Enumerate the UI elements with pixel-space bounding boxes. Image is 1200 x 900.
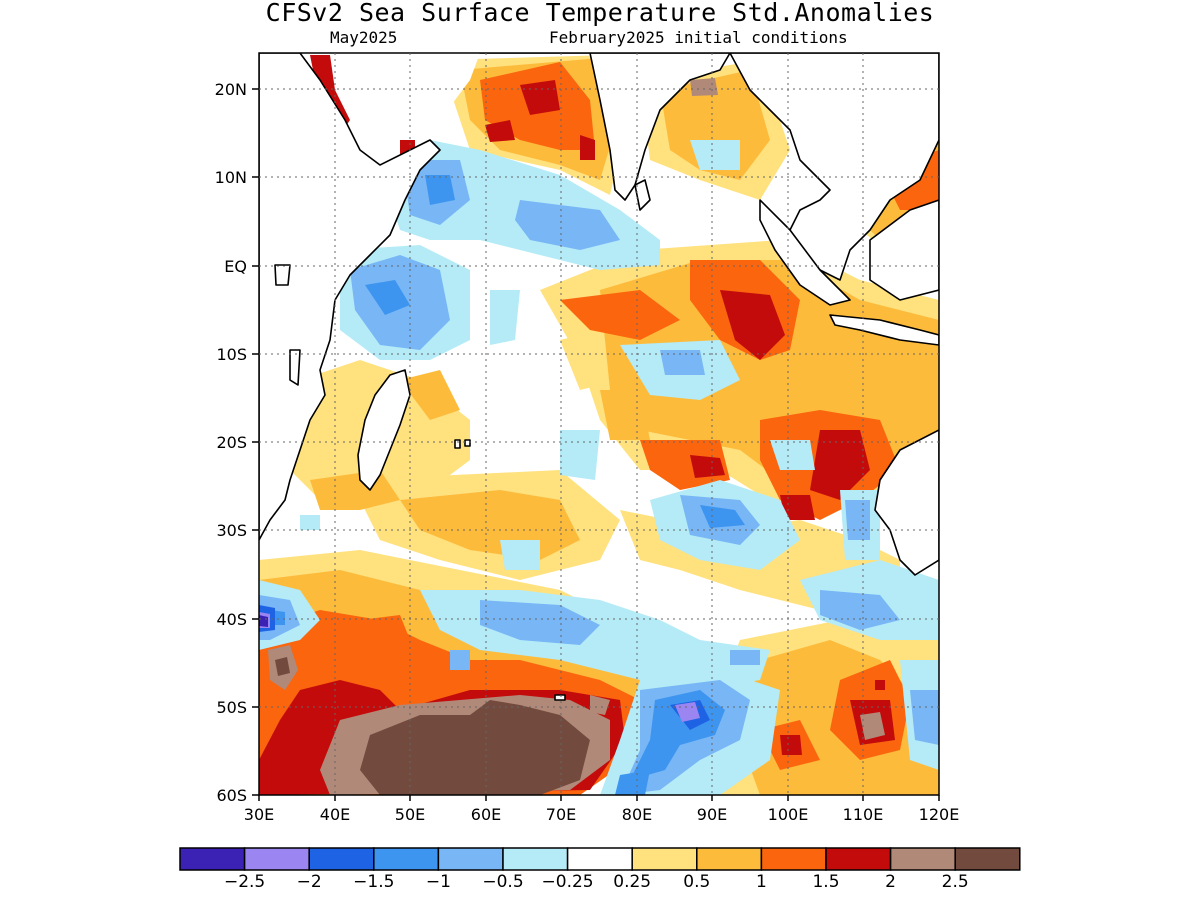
plot-frame	[258, 52, 940, 796]
x-tick-label: 90E	[697, 805, 727, 824]
chart-title: CFSv2 Sea Surface Temperature Std.Anomal…	[265, 0, 935, 27]
anomaly-above-2.5	[275, 657, 590, 795]
colorbar-label: −0.5	[482, 872, 523, 892]
y-tick-label: 60S	[216, 786, 247, 805]
x-axis-ticks	[258, 795, 940, 801]
colorbar-label: −1	[426, 872, 451, 892]
y-tick-label: 40S	[216, 610, 247, 629]
colorbar	[179, 847, 1021, 871]
colorbar-swatch	[760, 847, 827, 871]
x-tick-label: 100E	[768, 805, 809, 824]
initial-conditions: February2025 initial conditions	[549, 28, 848, 47]
y-axis-ticks	[252, 88, 259, 796]
colorbar-swatch	[243, 847, 310, 871]
colorbar-swatch	[889, 847, 956, 871]
x-tick-label: 50E	[395, 805, 425, 824]
colorbar-label: 0.25	[613, 872, 651, 892]
colorbar-swatch	[696, 847, 763, 871]
y-axis-labels: 20N 10N EQ 10S 20S 30S 40S 50S 60S	[215, 80, 247, 805]
y-tick-label: 30S	[216, 521, 247, 540]
colorbar-label: 1	[756, 872, 767, 892]
colorbar-swatch	[825, 847, 892, 871]
forecast-month: May2025	[330, 28, 398, 47]
anomaly-field	[259, 53, 939, 795]
x-tick-label: 110E	[843, 805, 884, 824]
colorbar-label: 2.5	[942, 872, 969, 892]
y-tick-label: 20S	[216, 433, 247, 452]
y-tick-label: 50S	[216, 698, 247, 717]
colorbar-label: −2	[297, 872, 322, 892]
coastlines	[259, 53, 939, 701]
x-tick-label: 80E	[622, 805, 652, 824]
anomaly-below-neg-2.5	[259, 615, 268, 627]
x-tick-label: 70E	[546, 805, 576, 824]
colorbar-swatch	[566, 847, 633, 871]
x-tick-label: 60E	[471, 805, 501, 824]
colorbar-labels: −2.5 −2 −1.5 −1 −0.5 −0.25 0.25 0.5 1 1.5 2 2.5	[224, 872, 969, 892]
colorbar-label: −0.25	[542, 872, 594, 892]
colorbar-label: 2	[885, 872, 896, 892]
colorbar-swatch	[954, 847, 1021, 871]
x-axis-labels: 30E 40E 50E 60E 70E 80E 90E 100E 110E 12…	[244, 805, 960, 824]
colorbar-label: 1.5	[812, 872, 839, 892]
colorbar-swatch	[502, 847, 569, 871]
x-tick-label: 120E	[919, 805, 960, 824]
colorbar-swatch	[437, 847, 504, 871]
x-tick-label: 30E	[244, 805, 274, 824]
x-tick-label: 40E	[320, 805, 350, 824]
colorbar-label: −2.5	[224, 872, 265, 892]
colorbar-swatch	[179, 847, 246, 871]
y-tick-label: 10S	[216, 345, 247, 364]
grid-lines	[259, 53, 939, 795]
colorbar-swatch	[631, 847, 698, 871]
colorbar-swatch	[373, 847, 440, 871]
colorbar-label: 0.5	[683, 872, 710, 892]
y-tick-label: 20N	[215, 80, 247, 99]
y-tick-label: 10N	[215, 168, 247, 187]
colorbar-label: −1.5	[353, 872, 394, 892]
colorbar-swatch	[308, 847, 375, 871]
y-tick-label: EQ	[224, 257, 247, 276]
